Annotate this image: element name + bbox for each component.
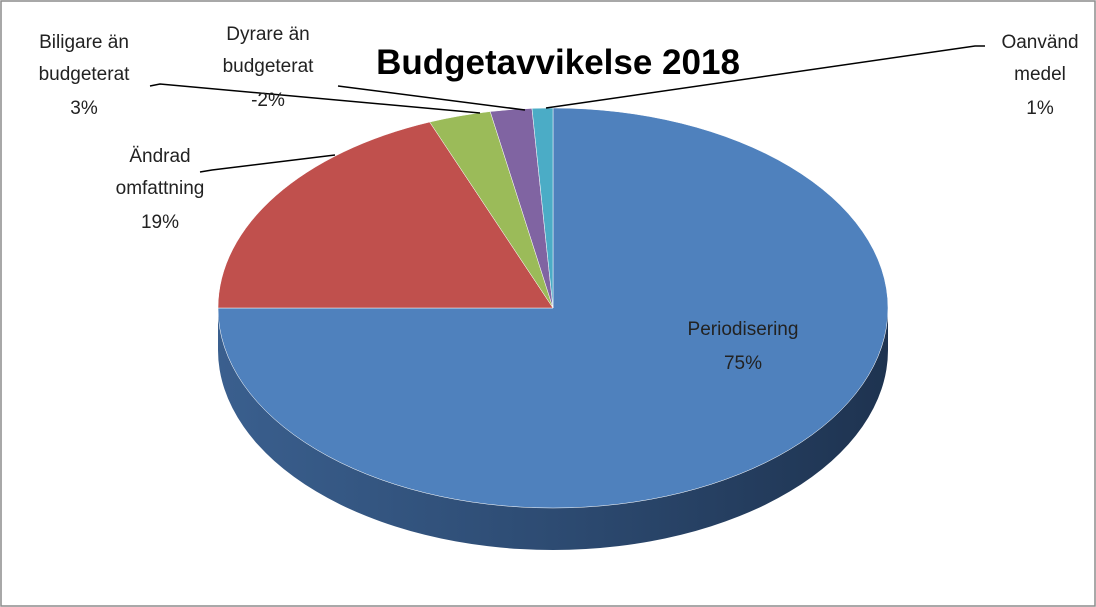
data-label-line: Biligare än <box>39 32 129 53</box>
pie-side <box>218 308 888 550</box>
pie-slice <box>217 121 554 309</box>
pie-slice <box>531 107 554 309</box>
leader-line <box>545 45 985 109</box>
data-label-value: 3% <box>70 98 98 119</box>
data-label-value: 75% <box>724 353 762 374</box>
leader-line <box>149 83 481 114</box>
data-label-line: budgeterat <box>39 64 131 85</box>
chart-title: Budgetavvikelse 2018 <box>376 43 740 82</box>
data-label: Biligare än budgeterat <box>39 32 131 85</box>
data-label-line: Periodisering <box>688 319 799 340</box>
data-label-line: Oanvänd <box>1001 32 1078 53</box>
data-label: Periodisering <box>688 319 799 340</box>
data-label: Ändrad omfattning <box>116 146 205 199</box>
labels: Periodisering 75% Ändrad omfattning 19% Bilig… <box>39 24 1079 374</box>
pie <box>217 107 889 550</box>
data-label: Dyrare än budgeterat <box>223 24 315 77</box>
data-label-line: budgeterat <box>223 56 315 77</box>
data-label-line: omfattning <box>116 178 205 199</box>
data-label-line: Dyrare än <box>226 24 309 45</box>
data-label-value: 19% <box>141 212 179 233</box>
data-label-line: Ändrad <box>129 146 190 167</box>
data-label: Oanvänd medel <box>1001 32 1078 85</box>
pie-slice <box>217 107 889 509</box>
leader-line <box>337 85 526 111</box>
data-label-value: 1% <box>1026 98 1054 119</box>
data-label-line: medel <box>1014 64 1066 85</box>
leader-line <box>199 154 336 173</box>
data-label-value: -2% <box>251 90 285 111</box>
leader-lines <box>149 45 985 173</box>
